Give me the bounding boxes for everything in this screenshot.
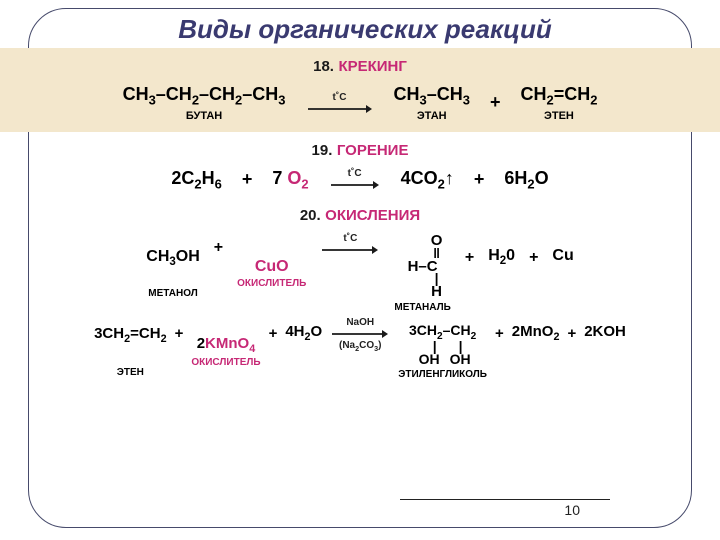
r20-2-water: 4H2O <box>285 323 322 343</box>
label-ethene: ЭТЕН <box>544 110 574 122</box>
formula-ethane: CH3–CH3 <box>394 84 470 108</box>
label-oxidizer-2: ОКИСЛИТЕЛЬ <box>191 357 260 368</box>
heading-18-name: КРЕКИНГ <box>338 58 406 75</box>
glycol-oh-2: OH <box>450 352 471 367</box>
r20-1-arrow: t˚C <box>318 233 382 255</box>
arrow-icon <box>308 104 372 114</box>
arrow-icon <box>322 245 378 255</box>
plus-op: + <box>488 92 503 113</box>
label-butane: БУТАН <box>186 110 222 122</box>
section-20: 20. ОКИСЛЕНИЯ CH3OH МЕТАНОЛ + CuO ОКИСЛИ… <box>0 197 720 386</box>
heading-20-number: 20. <box>300 207 321 224</box>
r20-1-methanal: O ‖ H–C | H МЕТАНАЛЬ <box>394 233 450 313</box>
r18-arrow: t˚C <box>304 92 376 114</box>
label-methanal: МЕТАНАЛЬ <box>394 302 450 313</box>
content-area: 18. КРЕКИНГ CH3–CH2–CH2–CH3 БУТАН t˚C CH… <box>0 48 720 526</box>
glycol-oh-1: OH <box>419 352 440 367</box>
formula-cuo: CuO <box>255 258 289 276</box>
heading-20-name: ОКИСЛЕНИЯ <box>325 207 420 224</box>
r20-2-glycol: 3CH2–CH2 | | OH OH ЭТИЛЕНГЛИКОЛЬ <box>398 323 487 380</box>
page-title: Виды органических реакций <box>70 14 660 45</box>
r20-2-kmno4: 2KMnO4 ОКИСЛИТЕЛЬ <box>191 335 260 368</box>
reaction-19: 2C2H6 + 7 O2 t˚C 4CO2↑ + 6H2O <box>40 168 680 192</box>
r20-2-mno2: 2MnO2 <box>512 323 560 343</box>
r20-1-cond: t˚C <box>343 233 357 244</box>
page-number: 10 <box>564 502 580 518</box>
r20-1-cuo: CuO ОКИСЛИТЕЛЬ <box>237 258 306 289</box>
r19-cond-top: t˚C <box>348 168 362 179</box>
r19-arrow: t˚C <box>327 168 383 190</box>
struct-bot: H <box>403 284 442 300</box>
struct-mid: H–C <box>408 259 438 275</box>
r18-product-ethane: CH3–CH3 ЭТАН <box>394 84 470 122</box>
plus-op: + <box>493 325 506 342</box>
plus-op: + <box>472 169 487 190</box>
reaction-18: CH3–CH2–CH2–CH3 БУТАН t˚C CH3–CH3 ЭТАН +… <box>40 84 680 122</box>
section-20-heading: 20. ОКИСЛЕНИЯ <box>40 207 680 225</box>
reaction-20-2: 3CH2=CH2 ЭТЕН + 2KMnO4 ОКИСЛИТЕЛЬ + 4H2O… <box>40 323 680 380</box>
heading-19-name: ГОРЕНИЕ <box>337 142 409 159</box>
section-18-heading: 18. КРЕКИНГ <box>40 58 680 76</box>
r20-2-arrow: NaOH (Na2CO3) <box>328 317 392 353</box>
section-18: 18. КРЕКИНГ CH3–CH2–CH2–CH3 БУТАН t˚C CH… <box>0 48 720 132</box>
r18-reactant-butane: CH3–CH2–CH2–CH3 БУТАН <box>123 84 286 122</box>
r18-cond-top: t˚C <box>333 92 347 103</box>
label-methanol: МЕТАНОЛ <box>148 288 197 299</box>
struct-glycol: 3CH2–CH2 | | OH OH <box>409 323 476 367</box>
page-number-rule <box>400 499 610 500</box>
r20-1-methanol: CH3OH МЕТАНОЛ <box>146 248 200 299</box>
r20-2-cond-bot: (Na2CO3) <box>339 340 381 353</box>
formula-methanol: CH3OH <box>146 248 200 268</box>
formula-ethene: CH2=CH2 <box>520 84 597 108</box>
reaction-20-1: CH3OH МЕТАНОЛ + CuO ОКИСЛИТЕЛЬ t˚C O ‖ H… <box>40 233 680 313</box>
section-19-heading: 19. ГОРЕНИЕ <box>40 142 680 160</box>
r19-r2: 7 O2 <box>272 168 308 192</box>
label-ethene-2: ЭТЕН <box>117 367 144 378</box>
heading-18-number: 18. <box>313 58 334 75</box>
plus-op: + <box>527 249 540 267</box>
label-ethane: ЭТАН <box>417 110 447 122</box>
label-glycol: ЭТИЛЕНГЛИКОЛЬ <box>398 369 487 380</box>
formula-3ethene: 3CH2=CH2 <box>94 325 166 345</box>
label-oxidizer-1: ОКИСЛИТЕЛЬ <box>237 278 306 289</box>
r18-product-ethene: CH2=CH2 ЭТЕН <box>520 84 597 122</box>
heading-19-number: 19. <box>312 142 333 159</box>
struct-methanal: O ‖ H–C | H <box>403 233 443 300</box>
r20-1-water: H20 <box>488 247 515 267</box>
r20-2-ethene: 3CH2=CH2 ЭТЕН <box>94 325 166 378</box>
plus-op: + <box>173 325 186 342</box>
plus-op: + <box>267 325 280 342</box>
plus-op: + <box>565 325 578 342</box>
arrow-icon <box>331 180 379 190</box>
r20-2-koh: 2KOH <box>584 323 626 340</box>
r19-r1: 2C2H6 <box>171 168 221 192</box>
arrow-icon <box>332 329 388 339</box>
glycol-top: 3CH2–CH2 <box>409 323 476 342</box>
r19-p2: 6H2O <box>504 168 548 192</box>
r19-p1: 4CO2↑ <box>401 168 454 192</box>
formula-butane: CH3–CH2–CH2–CH3 <box>123 84 286 108</box>
plus-op: + <box>463 249 476 267</box>
section-19: 19. ГОРЕНИЕ 2C2H6 + 7 O2 t˚C 4CO2↑ + 6H2… <box>0 132 720 198</box>
plus-op: + <box>240 169 255 190</box>
formula-kmno4: 2KMnO4 <box>197 335 256 355</box>
r20-1-cu: Cu <box>552 247 573 265</box>
r20-2-cond-top: NaOH <box>346 317 374 328</box>
plus-op: + <box>212 239 225 257</box>
